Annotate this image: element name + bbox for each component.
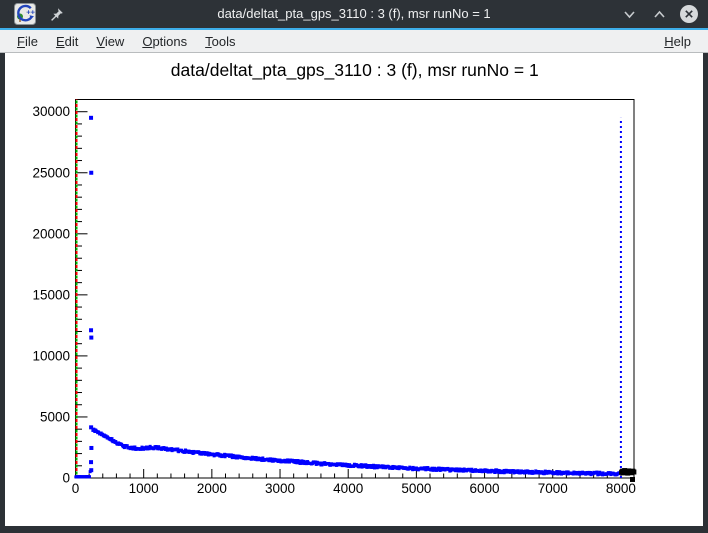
- canvas-area[interactable]: [5, 53, 703, 526]
- svg-text:7000: 7000: [538, 481, 568, 496]
- minimize-button[interactable]: [618, 3, 640, 25]
- x-axis: 0 1000 2000 3000 4000 5000 6000 7000 8000: [72, 469, 636, 496]
- chevron-down-icon: [622, 7, 637, 22]
- plot-title: data/deltat_pta_gps_3110 : 3 (f), msr ru…: [171, 60, 539, 81]
- menu-item-tools[interactable]: Tools: [196, 32, 244, 51]
- menu-item-help[interactable]: Help: [655, 32, 700, 51]
- menubar: File Edit View Options Tools Help: [0, 30, 708, 53]
- maximize-button[interactable]: [648, 3, 670, 25]
- pin-icon[interactable]: [48, 6, 64, 22]
- menu-item-edit[interactable]: Edit: [47, 32, 87, 51]
- series-decay-band: [91, 427, 623, 477]
- svg-text:4000: 4000: [333, 481, 363, 496]
- svg-text:20000: 20000: [32, 226, 70, 241]
- svg-text:5000: 5000: [401, 481, 431, 496]
- svg-text:0: 0: [62, 471, 70, 486]
- titlebar-accent-line: [0, 28, 708, 30]
- series-prompt-peak: [89, 115, 94, 473]
- menu-item-options[interactable]: Options: [133, 32, 196, 51]
- close-button[interactable]: [678, 3, 700, 25]
- svg-text:++: ++: [26, 8, 35, 17]
- svg-text:30000: 30000: [32, 104, 70, 119]
- svg-text:15000: 15000: [32, 287, 70, 302]
- series-overflow-tail: [619, 468, 637, 476]
- svg-text:0: 0: [72, 481, 80, 496]
- y-axis: 0 5000 10000 15000 20000 25000 30000: [32, 104, 88, 486]
- svg-text:10000: 10000: [32, 348, 70, 363]
- plot-frame: [75, 99, 635, 479]
- close-icon: [679, 4, 699, 24]
- chevron-up-icon: [652, 7, 667, 22]
- root-app-icon: ++: [14, 3, 36, 25]
- svg-text:6000: 6000: [470, 481, 500, 496]
- svg-text:25000: 25000: [32, 165, 70, 180]
- svg-text:1000: 1000: [129, 481, 159, 496]
- svg-text:2000: 2000: [197, 481, 227, 496]
- series-corner-marker: [630, 476, 636, 482]
- menu-item-file[interactable]: File: [8, 32, 47, 51]
- menu-item-view[interactable]: View: [87, 32, 133, 51]
- svg-text:8000: 8000: [606, 481, 636, 496]
- svg-text:5000: 5000: [40, 409, 70, 424]
- svg-text:3000: 3000: [265, 481, 295, 496]
